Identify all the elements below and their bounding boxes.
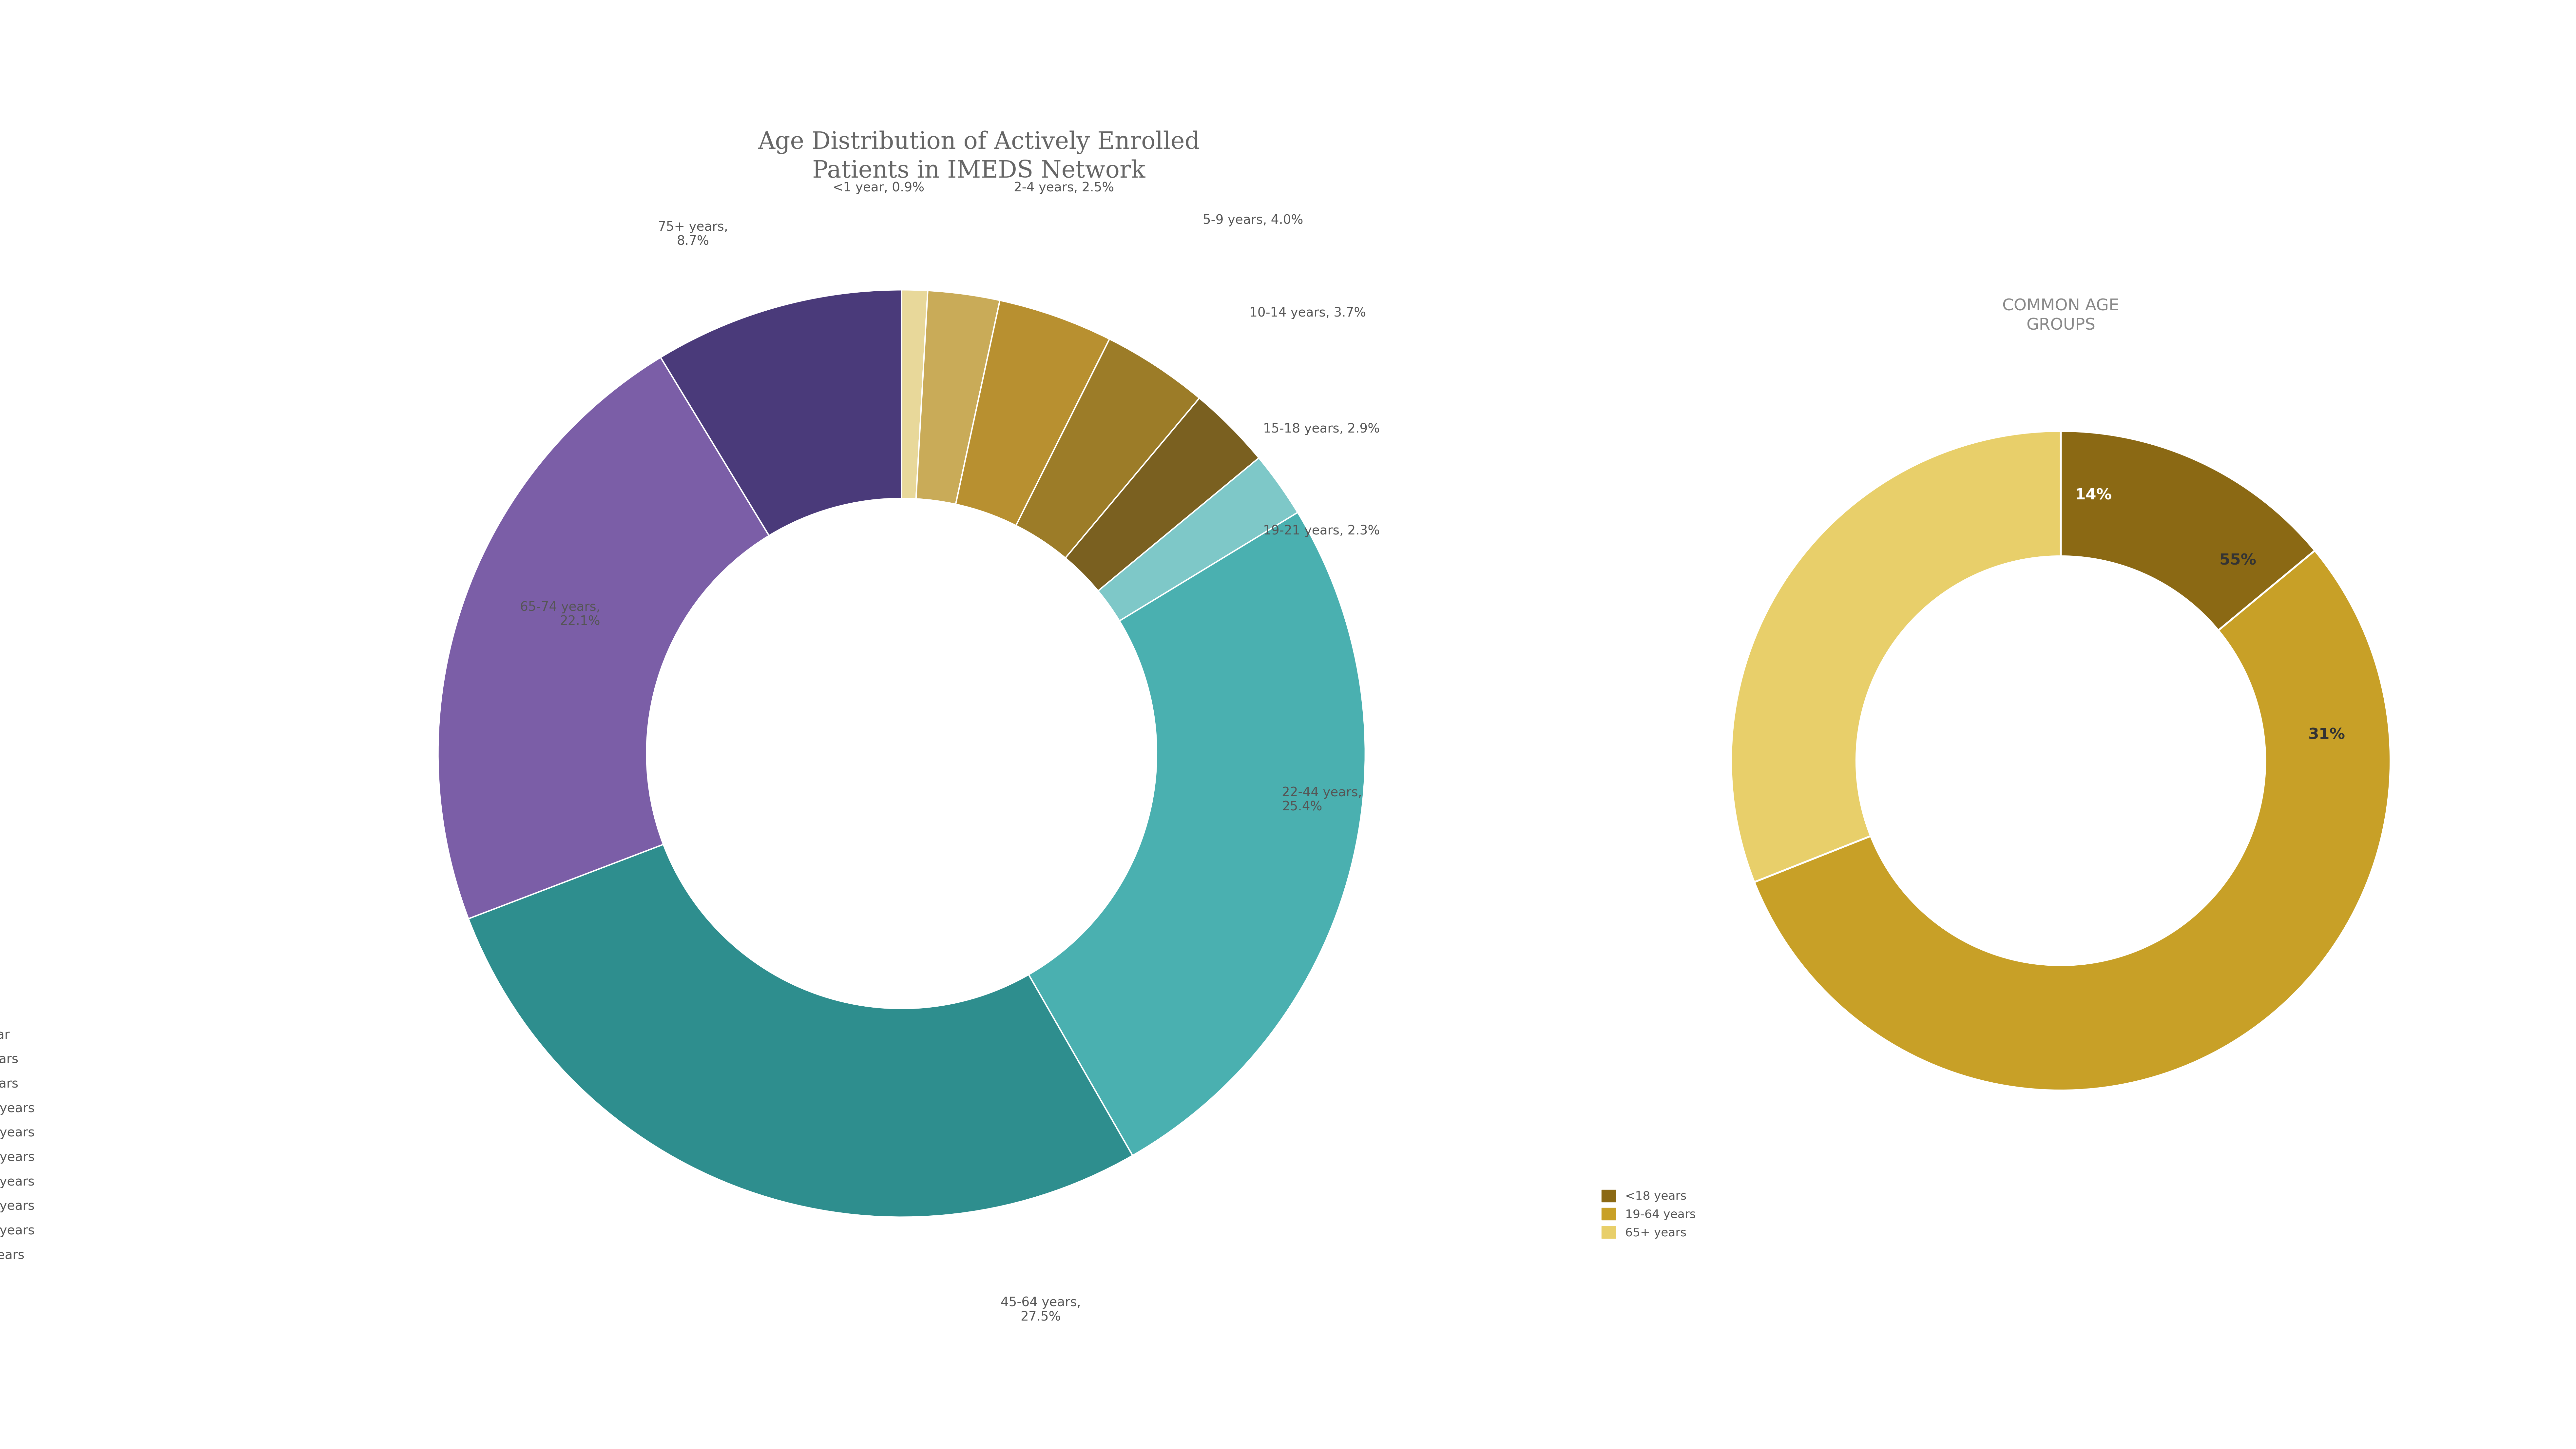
Text: 22-44 years,
25.4%: 22-44 years, 25.4% <box>1283 787 1363 813</box>
Legend: <18 years, 19-64 years, 65+ years: <18 years, 19-64 years, 65+ years <box>1597 1187 1700 1242</box>
Text: 75+ years,
8.7%: 75+ years, 8.7% <box>657 220 729 248</box>
Wedge shape <box>659 290 902 536</box>
Text: 55%: 55% <box>2221 554 2257 568</box>
Text: 45-64 years,
27.5%: 45-64 years, 27.5% <box>999 1297 1082 1323</box>
Text: 65-74 years,
22.1%: 65-74 years, 22.1% <box>520 601 600 627</box>
Circle shape <box>647 498 1157 1009</box>
Text: 5-9 years, 4.0%: 5-9 years, 4.0% <box>1203 214 1303 226</box>
Text: Age Distribution of Actively Enrolled
Patients in IMEDS Network: Age Distribution of Actively Enrolled Pa… <box>757 130 1200 183</box>
Text: <1 year, 0.9%: <1 year, 0.9% <box>832 181 925 194</box>
Wedge shape <box>1066 398 1260 591</box>
Text: 15-18 years, 2.9%: 15-18 years, 2.9% <box>1262 423 1381 435</box>
Wedge shape <box>956 300 1110 526</box>
Wedge shape <box>1097 458 1298 622</box>
Text: 2-4 years, 2.5%: 2-4 years, 2.5% <box>1015 181 1113 194</box>
Wedge shape <box>2061 430 2316 630</box>
Text: 31%: 31% <box>2308 727 2344 742</box>
Wedge shape <box>1754 551 2391 1091</box>
Wedge shape <box>917 291 999 504</box>
Text: 19-21 years, 2.3%: 19-21 years, 2.3% <box>1262 525 1381 538</box>
Circle shape <box>1857 556 2264 965</box>
Wedge shape <box>438 358 770 919</box>
Wedge shape <box>469 845 1133 1217</box>
Legend: <1 year, 2-4 years, 5-9 years, 10-14 years, 15-18 years, 19-21 years, 22-44 year: <1 year, 2-4 years, 5-9 years, 10-14 yea… <box>0 1020 41 1269</box>
Wedge shape <box>1015 339 1200 558</box>
Text: COMMON AGE
GROUPS: COMMON AGE GROUPS <box>2002 298 2120 333</box>
Wedge shape <box>1731 430 2061 882</box>
Text: 14%: 14% <box>2074 488 2112 503</box>
Text: 10-14 years, 3.7%: 10-14 years, 3.7% <box>1249 307 1365 319</box>
Wedge shape <box>1028 513 1365 1155</box>
Wedge shape <box>902 290 927 498</box>
